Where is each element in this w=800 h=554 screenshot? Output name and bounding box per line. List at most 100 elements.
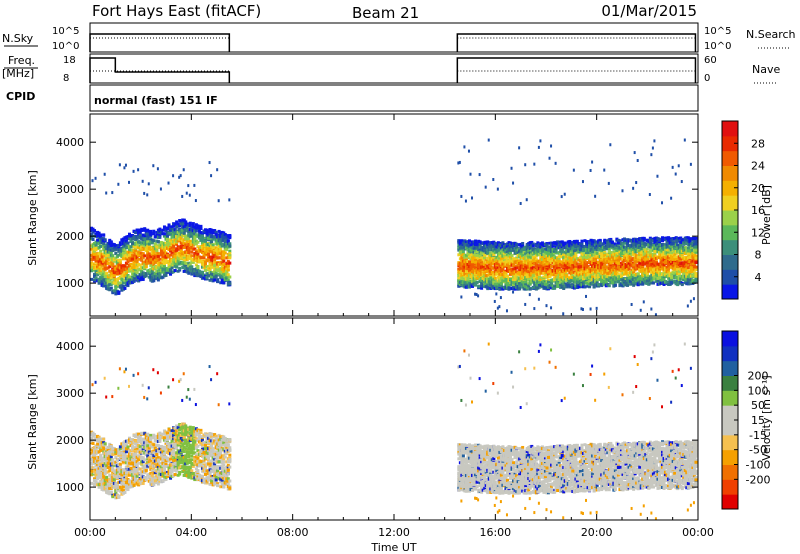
power-echo [467, 149, 470, 153]
power-echo [489, 265, 493, 269]
power-echo [117, 281, 121, 285]
power-echo [539, 262, 543, 266]
power-echo [484, 251, 488, 255]
power-echo [225, 242, 229, 246]
power-echo [469, 253, 473, 257]
power-echo [193, 237, 197, 241]
power-echo [181, 225, 185, 229]
power-echo [513, 249, 517, 253]
power-echo [475, 276, 479, 280]
power-echo [162, 248, 166, 252]
power-echo [161, 252, 165, 256]
power-echo [472, 282, 476, 286]
power-echo [100, 276, 104, 280]
power-echo [545, 245, 549, 249]
power-echo [563, 192, 566, 196]
power-echo [490, 246, 494, 250]
power-echo [522, 282, 526, 286]
power-echo [205, 265, 209, 269]
power-echo [210, 255, 214, 259]
power-echo [219, 262, 223, 266]
power-echo [197, 269, 201, 273]
power-echo [502, 244, 506, 248]
nsky-trace [89, 33, 231, 52]
power-echo [159, 249, 163, 253]
power-echo [483, 274, 487, 278]
power-echo [196, 259, 200, 263]
power-echo [187, 264, 191, 268]
power-echo [464, 277, 468, 281]
power-echo [220, 244, 224, 248]
power-echo [545, 285, 549, 289]
power-echo [531, 259, 535, 263]
power-echo [117, 182, 120, 186]
power-echo [111, 248, 115, 252]
power-echo [490, 284, 494, 288]
power-echo [545, 275, 549, 279]
power-echo [185, 240, 189, 244]
power-echo [161, 241, 165, 245]
power-echo [143, 247, 147, 251]
power-echo [115, 260, 119, 264]
power-echo [533, 162, 536, 166]
power-echo [217, 262, 221, 266]
power-echo [153, 264, 157, 268]
power-echo [188, 254, 192, 258]
power-echo [559, 283, 563, 287]
power-echo [222, 256, 226, 260]
power-echo [191, 233, 195, 237]
power-echo [467, 276, 471, 280]
power-echo [194, 263, 198, 267]
power-echo [213, 267, 217, 271]
power-echo [204, 237, 207, 241]
freq-trace [456, 57, 697, 83]
power-echo [181, 221, 185, 225]
power-echo [524, 256, 528, 260]
power-echo [554, 257, 558, 261]
power-echo [536, 264, 540, 268]
power-echo [496, 252, 500, 256]
power-echo [126, 235, 130, 239]
power-echo [509, 247, 513, 251]
power-echo [521, 268, 525, 272]
power-echo [498, 252, 502, 256]
power-echo [466, 283, 470, 287]
power-echo [220, 254, 224, 258]
power-echo [97, 257, 101, 261]
power-echo [545, 249, 549, 253]
power-echo [94, 256, 98, 260]
power-echo [492, 245, 496, 249]
power-echo [540, 284, 544, 288]
power-echo [109, 262, 113, 266]
power-echo [141, 179, 144, 183]
power-echo [196, 245, 200, 249]
power-echo [210, 239, 214, 243]
power-echo [474, 260, 478, 264]
power-echo [214, 256, 218, 260]
power-echo [121, 237, 125, 241]
power-echo [222, 266, 226, 270]
power-echo [182, 168, 185, 172]
power-echo [108, 273, 112, 277]
power-echo [554, 277, 558, 281]
power-echo [120, 274, 124, 278]
power-echo [188, 240, 192, 244]
power-echo [490, 270, 494, 274]
power-echo [478, 242, 482, 246]
power-echo [463, 254, 467, 258]
power-echo [530, 272, 534, 276]
power-echo [607, 249, 611, 253]
power-echo [93, 252, 97, 256]
power-echo [466, 285, 470, 289]
power-echo [531, 266, 535, 270]
power-echo [471, 196, 474, 200]
power-echo [483, 284, 487, 288]
power-echo [208, 235, 212, 239]
power-echo [103, 258, 107, 262]
power-echo [545, 269, 549, 273]
power-echo [217, 272, 221, 276]
power-echo [515, 266, 519, 270]
power-echo [159, 240, 163, 244]
power-echo [216, 265, 220, 269]
power-echo [521, 253, 525, 257]
